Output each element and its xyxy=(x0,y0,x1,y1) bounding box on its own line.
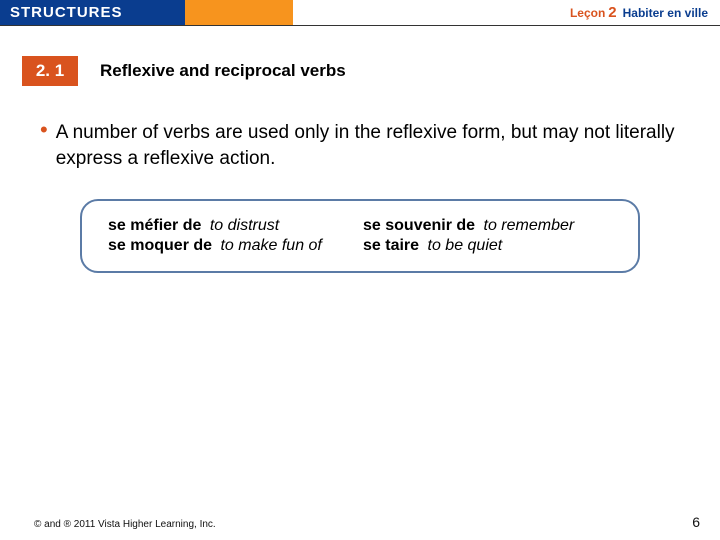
verb-english: to remember xyxy=(484,217,575,234)
section-title: Reflexive and reciprocal verbs xyxy=(100,61,346,81)
verb-english: to be quiet xyxy=(428,237,503,254)
copyright-text: © and ® 2011 Vista Higher Learning, Inc. xyxy=(34,519,216,530)
bullet-text: A number of verbs are used only in the r… xyxy=(56,120,680,171)
bullet-icon: • xyxy=(40,121,48,139)
section-header: 2. 1 Reflexive and reciprocal verbs xyxy=(22,56,720,86)
verb-french: se moquer de xyxy=(108,237,212,254)
header-orange-block xyxy=(185,0,293,25)
verb-french: se méfier de xyxy=(108,217,201,234)
footer: © and ® 2011 Vista Higher Learning, Inc.… xyxy=(34,514,700,530)
lecon-number: 2 xyxy=(608,4,616,21)
header-lesson-info: Leçon 2 Habiter en ville xyxy=(293,0,720,25)
verb-entry: se souvenir de to remember xyxy=(363,217,618,235)
verb-english: to distrust xyxy=(210,217,279,234)
verb-french: se souvenir de xyxy=(363,217,475,234)
lecon-title: Habiter en ville xyxy=(623,6,708,20)
verb-entry: se taire to be quiet xyxy=(363,237,618,255)
verb-english: to make fun of xyxy=(220,237,321,254)
header-structures-label: STRUCTURES xyxy=(0,0,185,25)
page-number: 6 xyxy=(692,514,700,530)
verb-column-left: se méfier de to distrust se moquer de to… xyxy=(108,215,363,257)
header-bar: STRUCTURES Leçon 2 Habiter en ville xyxy=(0,0,720,26)
verb-entry: se méfier de to distrust xyxy=(108,217,363,235)
verb-table: se méfier de to distrust se moquer de to… xyxy=(80,199,640,273)
verb-entry: se moquer de to make fun of xyxy=(108,237,363,255)
lecon-label: Leçon xyxy=(570,6,605,20)
bullet-paragraph: • A number of verbs are used only in the… xyxy=(40,120,680,171)
section-number-badge: 2. 1 xyxy=(22,56,78,86)
verb-french: se taire xyxy=(363,237,419,254)
verb-column-right: se souvenir de to remember se taire to b… xyxy=(363,215,618,257)
